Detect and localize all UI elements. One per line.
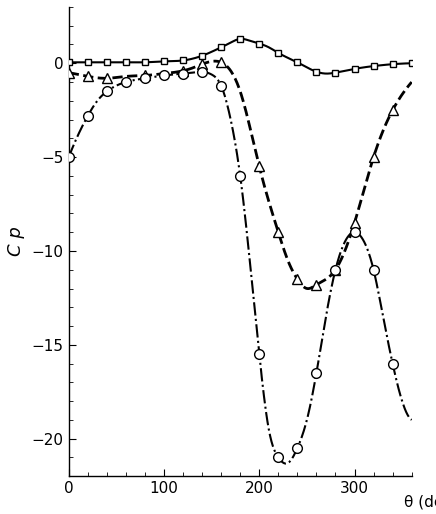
X-axis label: θ (deg: θ (deg bbox=[404, 495, 436, 510]
Y-axis label: C p: C p bbox=[7, 227, 25, 256]
